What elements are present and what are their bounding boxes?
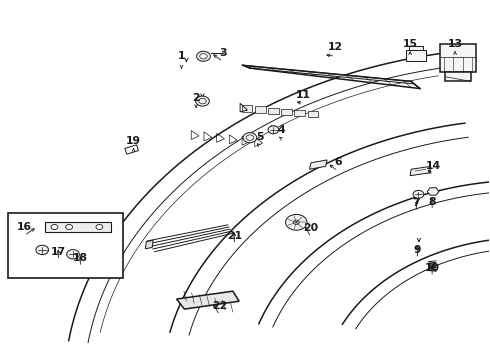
FancyBboxPatch shape <box>281 109 292 115</box>
Polygon shape <box>427 188 439 195</box>
Text: 20: 20 <box>303 224 318 233</box>
Circle shape <box>36 245 49 255</box>
Text: 18: 18 <box>73 253 88 263</box>
Text: 22: 22 <box>212 301 227 311</box>
Text: 15: 15 <box>403 40 417 49</box>
FancyBboxPatch shape <box>294 110 305 116</box>
Text: 17: 17 <box>51 247 66 257</box>
Circle shape <box>413 190 424 198</box>
Circle shape <box>286 215 307 230</box>
Text: 21: 21 <box>227 231 242 240</box>
FancyBboxPatch shape <box>242 105 252 112</box>
Polygon shape <box>176 291 239 309</box>
FancyBboxPatch shape <box>8 213 123 278</box>
Text: 3: 3 <box>219 48 227 58</box>
Circle shape <box>196 96 209 106</box>
Text: 12: 12 <box>328 42 343 52</box>
Text: 14: 14 <box>425 161 441 171</box>
FancyBboxPatch shape <box>45 222 111 232</box>
Text: 6: 6 <box>334 157 342 167</box>
FancyBboxPatch shape <box>406 50 426 61</box>
FancyBboxPatch shape <box>441 44 476 72</box>
Circle shape <box>51 225 58 229</box>
Polygon shape <box>310 160 327 169</box>
Text: 19: 19 <box>126 136 141 145</box>
Circle shape <box>96 225 103 229</box>
Text: 4: 4 <box>278 125 286 135</box>
Text: 10: 10 <box>425 263 440 273</box>
Polygon shape <box>146 240 153 249</box>
Text: 16: 16 <box>17 222 32 231</box>
Circle shape <box>268 126 279 134</box>
Text: 13: 13 <box>447 39 463 49</box>
Polygon shape <box>410 166 431 176</box>
FancyBboxPatch shape <box>255 107 266 113</box>
FancyBboxPatch shape <box>445 72 471 81</box>
Circle shape <box>243 133 257 143</box>
Text: 8: 8 <box>428 197 436 207</box>
Circle shape <box>66 225 73 229</box>
Circle shape <box>196 51 210 61</box>
Text: 11: 11 <box>296 90 311 100</box>
FancyBboxPatch shape <box>409 46 423 50</box>
Circle shape <box>67 249 79 259</box>
FancyBboxPatch shape <box>268 108 279 114</box>
Polygon shape <box>243 65 420 89</box>
Text: 9: 9 <box>414 245 421 255</box>
FancyBboxPatch shape <box>308 111 319 117</box>
Text: 5: 5 <box>256 132 264 142</box>
Text: 1: 1 <box>178 51 185 61</box>
Text: 2: 2 <box>193 93 200 103</box>
Text: 7: 7 <box>412 198 420 208</box>
